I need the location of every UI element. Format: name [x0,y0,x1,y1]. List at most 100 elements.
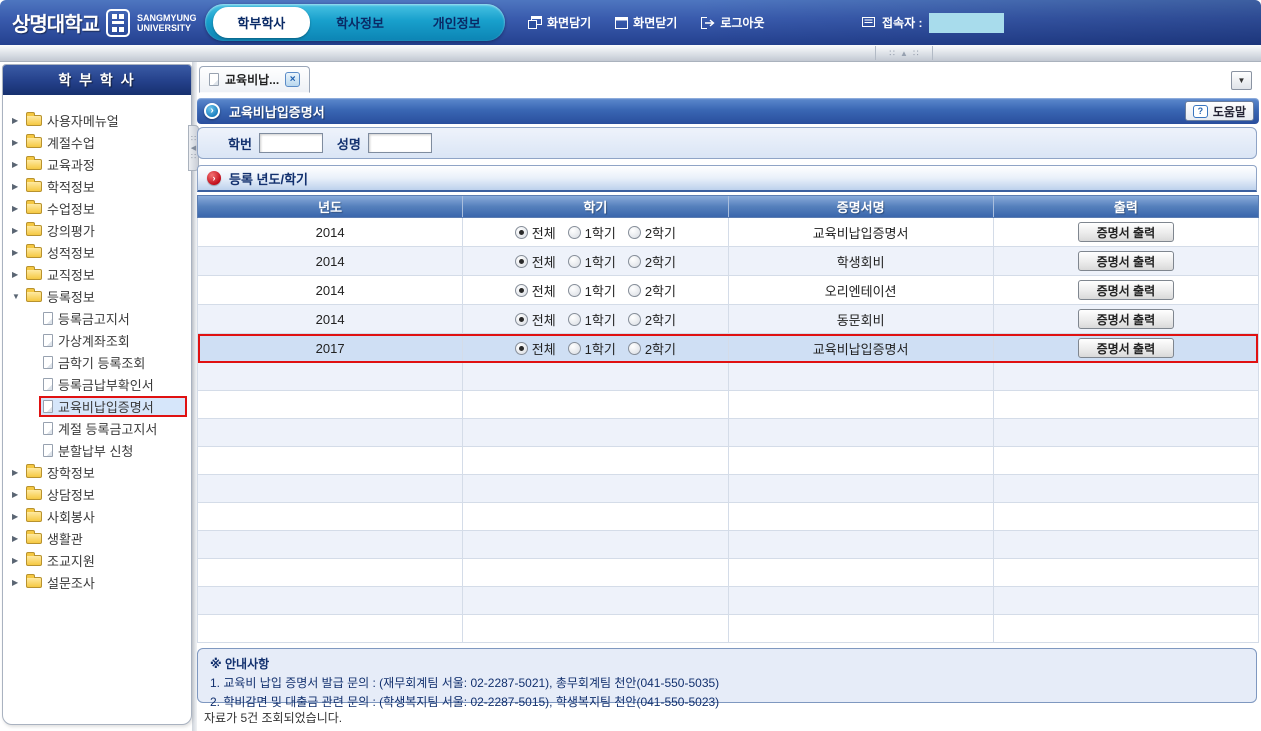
document-icon [43,378,53,391]
semester-radio[interactable] [567,225,581,239]
sidebar-folder-item[interactable]: ▶ 수업정보 [7,198,187,219]
sidebar-folder-item[interactable]: ▶ 설문조사 [7,572,187,593]
expand-arrow-icon[interactable]: ▶ [12,226,19,235]
semester-radio[interactable] [567,283,581,297]
sidebar-folder-item[interactable]: ▶ 성적정보 [7,242,187,263]
empty-cell [463,503,729,531]
sidebar-folder-item[interactable]: ▼ 등록정보 [7,286,187,307]
sidebar-doc-item[interactable]: 금학기 등록조회 [39,352,187,373]
semester-radio[interactable] [514,254,528,268]
sidebar-doc-item[interactable]: 분할납부 신청 [39,440,187,461]
sidebar-folder-item[interactable]: ▶ 상담정보 [7,484,187,505]
tab-academic-info[interactable]: 학사정보 [336,16,384,31]
semester-radio[interactable] [627,225,641,239]
sidebar-folder-item[interactable]: ▶ 장학정보 [7,462,187,483]
semester-radio-label: 1학기 [584,225,616,241]
folder-icon [26,530,42,544]
sidebar-folder-item[interactable]: ▶ 학적정보 [7,176,187,197]
expand-arrow-icon[interactable]: ▶ [12,182,19,191]
semester-radio-label: 전체 [531,254,556,270]
open-document-tab[interactable]: 교육비납... × [199,66,311,93]
expand-arrow-icon[interactable]: ▶ [12,138,19,147]
semester-radio[interactable] [514,225,528,239]
semester-radio-label: 2학기 [644,283,676,299]
print-certificate-button[interactable]: 증명서 출력 [1077,280,1174,300]
empty-table-row [198,531,1258,559]
semester-radio[interactable] [627,283,641,297]
registration-table: 년도 학기 증명서명 출력 2014 전체 1학기 2학기 교육비납입증명서 증명서… [197,195,1259,643]
expand-arrow-icon[interactable]: ▶ [12,512,19,521]
print-certificate-button[interactable]: 증명서 출력 [1077,309,1174,329]
close-tab-icon[interactable]: × [285,72,301,87]
expand-arrow-icon[interactable]: ▶ [12,160,19,169]
sidebar-folder-item[interactable]: ▶ 사회봉사 [7,506,187,527]
semester-radio[interactable] [567,341,581,355]
expand-arrow-icon[interactable]: ▶ [12,578,19,587]
semester-radio-group: 전체 1학기 2학기 [514,223,676,242]
header-collapse-handle[interactable]: ∷ ▲ ∷ [875,46,933,60]
empty-cell [728,587,994,615]
expand-arrow-icon[interactable]: ▶ [12,204,19,213]
screen-close-button[interactable]: 화면닫기 [615,14,677,31]
empty-cell [463,559,729,587]
sidebar-folder-item[interactable]: ▶ 교육과정 [7,154,187,175]
tab-personal-info[interactable]: 개인정보 [432,16,481,31]
help-button-label: 도움말 [1212,104,1246,119]
folder-icon [26,222,42,236]
help-button[interactable]: ? 도움말 [1184,101,1254,121]
semester-radio[interactable] [627,341,641,355]
sidebar-item-label: 생활관 [47,532,83,547]
student-id-input[interactable] [258,133,323,153]
sidebar-doc-item[interactable]: 계절 등록금고지서 [39,418,187,439]
expand-arrow-icon[interactable]: ▶ [12,116,19,125]
semester-radio-label: 1학기 [584,254,616,270]
expand-arrow-icon[interactable]: ▶ [12,270,19,279]
page-title: 교육비납입증명서 [229,104,325,120]
expand-arrow-icon[interactable]: ▶ [12,490,19,499]
expand-arrow-icon[interactable]: ▼ [12,292,20,301]
semester-radio[interactable] [514,341,528,355]
logout-button[interactable]: 로그아웃 [701,14,765,31]
sidebar-doc-item[interactable]: 교육비납입증명서 [39,396,187,417]
expand-arrow-icon[interactable]: ▶ [12,468,19,477]
student-name-input[interactable] [367,133,432,153]
expand-arrow-icon[interactable]: ▶ [12,248,19,257]
sidebar-doc-item[interactable]: 등록금고지서 [39,308,187,329]
sidebar-folder-item[interactable]: ▶ 생활관 [7,528,187,549]
sidebar-folder-item[interactable]: ▶ 강의평가 [7,220,187,241]
expand-arrow-icon[interactable]: ▶ [12,534,19,543]
semester-radio[interactable] [567,312,581,326]
tab-list-dropdown-button[interactable]: ▼ [1231,71,1252,90]
sidebar-item-label: 조교지원 [47,554,95,569]
empty-cell [198,363,464,391]
print-certificate-button[interactable]: 증명서 출력 [1077,338,1174,358]
empty-table-row [198,587,1258,615]
print-certificate-button[interactable]: 증명서 출력 [1077,251,1174,271]
tab-undergraduate[interactable]: 학부학사 [213,7,310,38]
semester-radio[interactable] [627,254,641,268]
semester-radio[interactable] [514,283,528,297]
sidebar-folder-item[interactable]: ▶ 사용자메뉴얼 [7,110,187,131]
university-logo[interactable]: 상명대학교 SANGMYUNG UNIVERSITY [12,0,197,45]
empty-cell [463,531,729,559]
empty-cell [463,419,729,447]
sidebar-doc-item[interactable]: 가상계좌조회 [39,330,187,351]
semester-radio[interactable] [514,312,528,326]
screen-dock-button[interactable]: 화면담기 [528,14,591,31]
empty-cell [728,503,994,531]
print-certificate-button[interactable]: 증명서 출력 [1077,222,1174,242]
sidebar-folder-item[interactable]: ▶ 계절수업 [7,132,187,153]
sidebar-item-label: 가상계좌조회 [58,334,130,349]
empty-cell [728,531,994,559]
semester-radio[interactable] [567,254,581,268]
sidebar-folder-item[interactable]: ▶ 교직정보 [7,264,187,285]
semester-radio[interactable] [627,312,641,326]
cell-print: 증명서 출력 [993,305,1258,334]
screen-close-label: 화면닫기 [633,16,678,30]
empty-cell [993,447,1258,475]
sidebar-doc-item[interactable]: 등록금납부확인서 [39,374,187,395]
expand-arrow-icon[interactable]: ▶ [12,556,19,565]
empty-cell [993,419,1258,447]
sidebar-folder-item[interactable]: ▶ 조교지원 [7,550,187,571]
